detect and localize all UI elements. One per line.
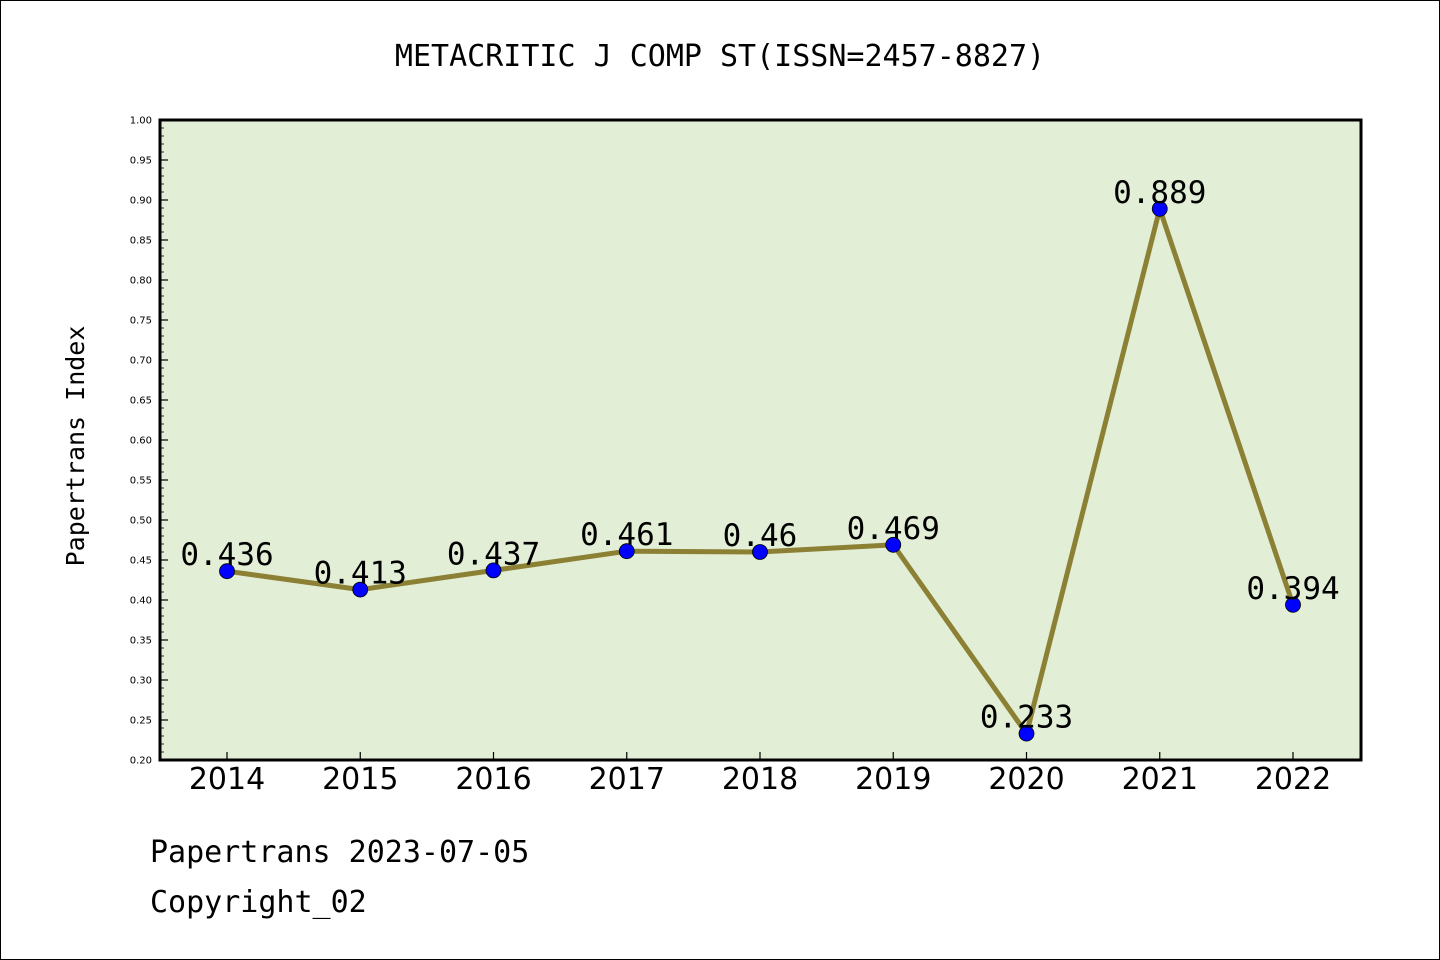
chart-title: METACRITIC J COMP ST(ISSN=2457-8827) <box>395 39 1045 74</box>
y-tick-label: 0.55 <box>130 476 152 487</box>
data-point <box>485 562 502 579</box>
x-tick-label: 2020 <box>988 762 1064 797</box>
x-tick-label: 2022 <box>1255 762 1331 797</box>
y-tick-label: 0.50 <box>130 516 152 527</box>
data-label: 0.469 <box>847 511 940 547</box>
x-tick-label: 2014 <box>189 762 265 797</box>
y-tick-label: 0.35 <box>130 636 152 647</box>
footer-date: Papertrans 2023-07-05 <box>150 835 530 870</box>
y-tick-label: 1.00 <box>130 116 152 127</box>
data-point <box>1151 200 1168 217</box>
data-point <box>352 581 369 598</box>
x-tick-label: 2018 <box>722 762 798 797</box>
x-tick-label: 2016 <box>455 762 531 797</box>
x-tick-label: 2017 <box>589 762 665 797</box>
y-tick-label: 0.45 <box>130 556 152 567</box>
y-tick-label: 0.25 <box>130 716 152 727</box>
data-label: 0.413 <box>314 556 407 592</box>
data-label: 0.889 <box>1113 175 1206 211</box>
y-tick-label: 0.95 <box>130 156 152 167</box>
footer-copyright: Copyright_02 <box>150 885 367 920</box>
y-tick-label: 0.70 <box>130 356 152 367</box>
data-point <box>885 536 902 553</box>
y-tick-label: 0.40 <box>130 596 152 607</box>
y-tick-label: 0.90 <box>130 196 152 207</box>
data-point <box>752 544 768 560</box>
data-label: 0.436 <box>180 537 273 573</box>
y-tick-label: 0.20 <box>130 756 152 767</box>
plot-border <box>158 118 1363 762</box>
y-tick-label: 0.60 <box>130 436 152 447</box>
data-point <box>1018 725 1035 742</box>
y-tick-label: 0.85 <box>130 236 152 247</box>
x-tick-label: 2015 <box>322 762 398 797</box>
data-label: 0.46 <box>723 518 798 554</box>
y-axis-label: Papertrans Index <box>61 326 90 567</box>
y-tick-label: 0.80 <box>130 276 152 287</box>
data-point <box>219 563 235 580</box>
x-axis: 2014 2015 2016 2017 2018 2019 2020 2021 2022 <box>189 752 1331 797</box>
y-tick-label: 0.65 <box>130 396 152 407</box>
x-tick-label: 2019 <box>855 762 931 797</box>
series-markers <box>219 200 1301 742</box>
data-label: 0.437 <box>447 536 540 572</box>
y-tick-label: 0.30 <box>130 676 152 687</box>
data-point <box>1285 596 1301 613</box>
plot-area <box>160 120 1361 760</box>
data-labels: 0.436 0.413 0.437 0.461 0.46 0.469 0.233 0.889 0… <box>180 175 1339 736</box>
y-tick-label: 0.75 <box>130 316 152 327</box>
data-point <box>618 543 635 560</box>
x-tick-label: 2021 <box>1122 762 1198 797</box>
data-label: 0.394 <box>1246 571 1339 607</box>
data-label: 0.461 <box>580 517 673 553</box>
data-label: 0.233 <box>980 700 1073 736</box>
